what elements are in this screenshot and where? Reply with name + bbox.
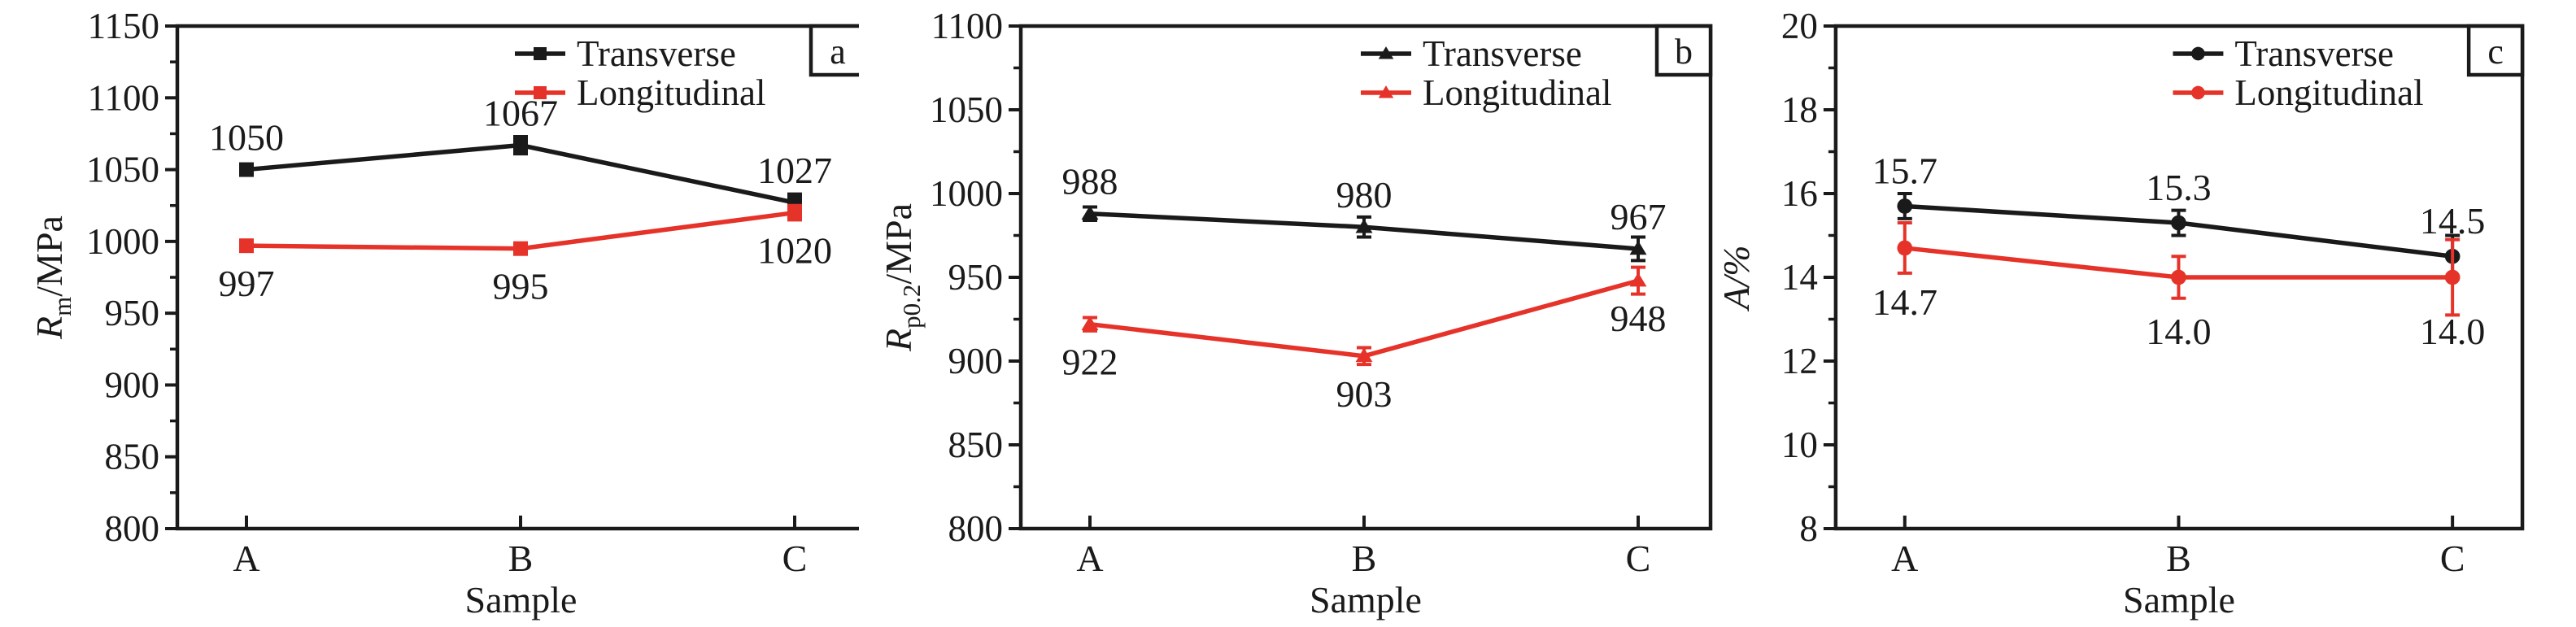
data-point-marker-longitudinal	[1897, 240, 1913, 256]
y-tick-label: 14	[1781, 257, 1818, 298]
data-point-label: 15.7	[1872, 150, 1937, 191]
x-tick-label: C	[2440, 538, 2465, 579]
y-axis-title: Rm/MPa	[28, 216, 76, 340]
panel-label: a	[830, 32, 846, 72]
data-point-marker-longitudinal	[1629, 272, 1647, 287]
data-point-marker-longitudinal	[787, 205, 802, 220]
data-point-label: 1027	[757, 150, 832, 191]
data-point-label: 14.5	[2420, 200, 2485, 242]
data-point-label: 980	[1336, 174, 1393, 216]
y-tick-label: 1100	[931, 6, 1003, 46]
chart-c-elongation: 8 10 12 14 16 18 20 A B C Sample A/% 15.7 15.3 14.5 14.…	[1718, 6, 2525, 620]
x-tick-label: B	[2166, 538, 2191, 579]
data-point-label: 997	[219, 263, 275, 304]
legend-marker-circle	[2191, 85, 2205, 100]
y-tick-label: 900	[105, 364, 160, 405]
data-point-marker-transverse	[2171, 215, 2186, 231]
data-point-label: 967	[1611, 196, 1667, 237]
x-tick-label: A	[1076, 538, 1103, 579]
x-axis-title: Sample	[2123, 579, 2235, 620]
data-point-marker-longitudinal	[513, 241, 528, 256]
panel-label: b	[1675, 32, 1693, 72]
data-point-label: 15.3	[2146, 167, 2211, 208]
data-point-marker-longitudinal	[2444, 269, 2460, 285]
y-tick-label: 1150	[88, 6, 159, 46]
x-tick-label: A	[1891, 538, 1918, 579]
data-point-label: 14.7	[1872, 281, 1937, 323]
legend-marker-circle	[2191, 46, 2205, 61]
chart-panel-a: 800 850 900 950 1000 1050 1100 1150 A B C Sample Rm/…	[0, 0, 859, 627]
data-point-marker-transverse	[1629, 240, 1647, 255]
data-point-marker-transverse	[239, 162, 254, 177]
y-tick-label: 900	[948, 341, 1004, 381]
data-point-label: 948	[1611, 298, 1667, 339]
data-point-label: 988	[1062, 161, 1118, 202]
legend-marker-square	[534, 47, 547, 60]
panel-label-box	[2466, 24, 2525, 77]
y-tick-label: 1050	[86, 150, 159, 190]
data-point-label: 922	[1062, 342, 1118, 383]
y-tick-label: 18	[1781, 89, 1818, 130]
data-point-marker-longitudinal	[1355, 347, 1373, 363]
y-tick-label: 950	[105, 293, 160, 333]
data-point-label: 1020	[757, 230, 832, 272]
data-point-marker-transverse	[1897, 198, 1913, 214]
series-line-longitudinal	[1089, 278, 1639, 359]
y-axis-title: Rp0.2/MPa	[878, 203, 926, 352]
y-tick-label: 12	[1781, 341, 1818, 381]
y-tick-label: 8	[1799, 508, 1817, 549]
y-tick-label: 1100	[88, 77, 159, 118]
data-point-label: 1067	[483, 93, 558, 134]
chart-panel-b: 800 850 900 950 1000 1050 1100 A B C Sample Rp0.2/M…	[859, 0, 1718, 627]
legend-label: Transverse	[2234, 33, 2394, 74]
x-tick-label: B	[1352, 538, 1377, 579]
x-axis-title: Sample	[465, 579, 578, 620]
x-tick-label: C	[782, 538, 808, 579]
y-tick-label: 850	[105, 437, 160, 477]
data-point-label: 1050	[209, 117, 284, 159]
y-tick-label: 850	[948, 425, 1004, 465]
panel-label-box	[809, 24, 859, 77]
y-tick-label: 950	[948, 257, 1004, 298]
y-tick-label: 16	[1781, 173, 1818, 214]
y-tick-label: 800	[105, 508, 160, 549]
legend-label: Longitudinal	[1423, 72, 1611, 113]
data-point-label: 995	[493, 266, 549, 307]
y-axis-title: A/%	[1718, 245, 1757, 311]
data-point-marker-longitudinal	[1081, 316, 1099, 330]
y-tick-label: 800	[948, 508, 1004, 549]
y-tick-label: 1000	[86, 221, 159, 262]
legend-label: Transverse	[577, 33, 736, 74]
x-tick-label: A	[233, 538, 259, 579]
y-tick-label: 20	[1781, 6, 1818, 46]
chart-b-yield-strength: 800 850 900 950 1000 1050 1100 A B C Sample Rp0.2/M…	[878, 6, 1713, 620]
legend-marker-triangle	[1378, 85, 1394, 98]
data-point-marker-longitudinal	[2171, 269, 2186, 285]
panel-label: c	[2487, 32, 2504, 72]
legend-label: Transverse	[1423, 33, 1582, 74]
data-point-marker-transverse	[1355, 219, 1373, 233]
y-tick-label: 10	[1781, 425, 1818, 465]
y-tick-label: 1000	[930, 173, 1003, 214]
legend-marker-square	[534, 86, 547, 99]
data-point-marker-longitudinal	[239, 238, 254, 254]
legend-label: Longitudinal	[577, 72, 765, 113]
x-tick-label: B	[508, 538, 534, 579]
y-tick-label: 1050	[930, 89, 1003, 130]
data-point-label: 903	[1336, 373, 1393, 415]
data-point-label: 14.0	[2420, 311, 2485, 352]
x-tick-label: C	[1626, 538, 1651, 579]
x-axis-title: Sample	[1310, 579, 1422, 620]
data-point-marker-transverse	[513, 137, 528, 153]
legend-label: Longitudinal	[2234, 72, 2423, 113]
panel-label-box	[1654, 24, 1713, 77]
chart-panel-c: 8 10 12 14 16 18 20 A B C Sample A/% 15.7 15.3 14.5 14.…	[1718, 0, 2576, 627]
data-point-label: 14.0	[2146, 311, 2211, 352]
chart-a-tensile-strength: 800 850 900 950 1000 1050 1100 1150 A B C Sample Rm/…	[28, 6, 859, 620]
data-point-marker-transverse	[1081, 205, 1099, 220]
legend-marker-triangle	[1378, 46, 1394, 59]
